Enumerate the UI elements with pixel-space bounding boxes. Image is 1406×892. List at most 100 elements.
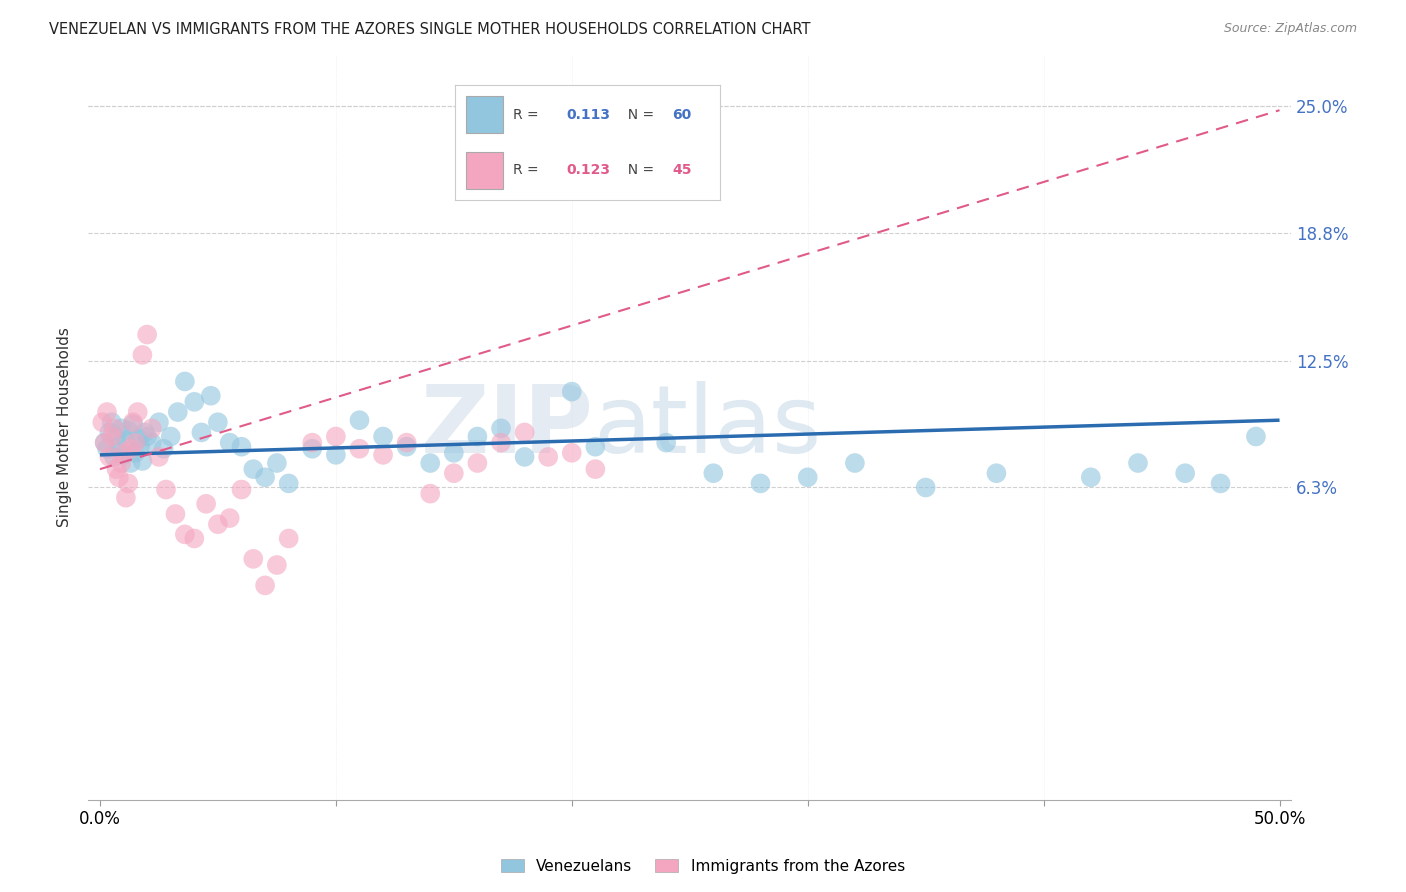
Point xyxy=(108,440,131,454)
Point xyxy=(1080,470,1102,484)
Point xyxy=(419,456,441,470)
Point xyxy=(583,440,606,454)
Point xyxy=(207,415,229,429)
Point xyxy=(115,491,138,505)
Point xyxy=(561,384,583,399)
Point xyxy=(98,450,121,464)
Point xyxy=(749,476,772,491)
Point xyxy=(120,442,142,456)
Point xyxy=(117,424,139,438)
Point xyxy=(607,180,630,194)
Point xyxy=(134,425,156,440)
Point xyxy=(277,532,299,546)
Point xyxy=(173,527,195,541)
Point xyxy=(395,435,418,450)
Point xyxy=(96,405,118,419)
Point xyxy=(583,462,606,476)
Point xyxy=(513,450,536,464)
Point xyxy=(100,429,122,443)
Point xyxy=(148,450,170,464)
Point xyxy=(349,413,371,427)
Point xyxy=(183,532,205,546)
Point xyxy=(105,462,128,476)
Point xyxy=(103,421,125,435)
Point xyxy=(136,429,159,443)
Point xyxy=(131,348,153,362)
Point xyxy=(371,429,394,443)
Point xyxy=(325,429,347,443)
Point xyxy=(218,511,240,525)
Point xyxy=(190,425,212,440)
Point xyxy=(166,405,188,419)
Point xyxy=(129,440,152,454)
Point xyxy=(131,454,153,468)
Point xyxy=(159,429,181,443)
Text: VENEZUELAN VS IMMIGRANTS FROM THE AZORES SINGLE MOTHER HOUSEHOLDS CORRELATION CH: VENEZUELAN VS IMMIGRANTS FROM THE AZORES… xyxy=(49,22,811,37)
Point xyxy=(1244,429,1267,443)
Point xyxy=(105,429,128,443)
Point xyxy=(112,446,135,460)
Point xyxy=(467,429,489,443)
Point xyxy=(1174,467,1197,481)
Point xyxy=(702,467,724,481)
Point xyxy=(513,425,536,440)
Point xyxy=(122,415,145,429)
Point xyxy=(148,415,170,429)
Point xyxy=(349,442,371,456)
Point xyxy=(183,394,205,409)
Point xyxy=(93,435,115,450)
Point xyxy=(325,448,347,462)
Point xyxy=(467,456,489,470)
Point xyxy=(371,448,394,462)
Text: atlas: atlas xyxy=(593,382,821,474)
Point xyxy=(254,470,277,484)
Point xyxy=(254,578,277,592)
Point xyxy=(112,448,135,462)
Point xyxy=(1209,476,1232,491)
Point xyxy=(242,462,264,476)
Point xyxy=(844,456,866,470)
Point xyxy=(124,446,146,460)
Point xyxy=(200,389,222,403)
Point xyxy=(207,517,229,532)
Point xyxy=(489,435,512,450)
Text: Source: ZipAtlas.com: Source: ZipAtlas.com xyxy=(1223,22,1357,36)
Point xyxy=(195,497,218,511)
Point xyxy=(98,425,121,440)
Y-axis label: Single Mother Households: Single Mother Households xyxy=(58,327,72,527)
Point xyxy=(301,442,323,456)
Point xyxy=(218,435,240,450)
Point xyxy=(100,415,122,429)
Point xyxy=(561,446,583,460)
Point xyxy=(395,440,418,454)
Point xyxy=(110,456,132,470)
Point xyxy=(136,327,159,342)
Point xyxy=(914,481,936,495)
Point xyxy=(266,456,288,470)
Point xyxy=(277,476,299,491)
Point xyxy=(122,417,145,432)
Point xyxy=(301,435,323,450)
Point xyxy=(165,507,187,521)
Point xyxy=(443,467,465,481)
Point xyxy=(231,440,253,454)
Point xyxy=(537,450,560,464)
Text: ZIP: ZIP xyxy=(420,382,593,474)
Point xyxy=(796,470,818,484)
Point xyxy=(173,375,195,389)
Point xyxy=(266,558,288,572)
Point xyxy=(155,483,177,497)
Point xyxy=(96,442,118,456)
Point xyxy=(419,486,441,500)
Point xyxy=(103,450,125,464)
Point xyxy=(986,467,1008,481)
Point xyxy=(655,435,678,450)
Point xyxy=(108,470,131,484)
Point xyxy=(110,421,132,435)
Point xyxy=(141,435,163,450)
Point xyxy=(1126,456,1149,470)
Point xyxy=(91,415,114,429)
Point xyxy=(231,483,253,497)
Point xyxy=(242,552,264,566)
Point xyxy=(120,456,142,470)
